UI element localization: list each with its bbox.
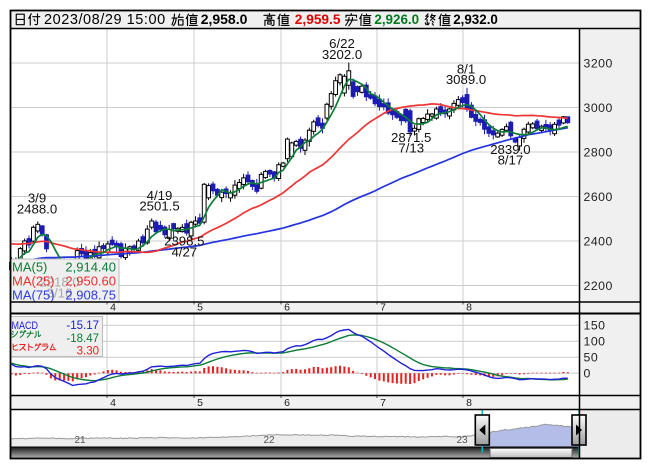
svg-text:2501.5: 2501.5 xyxy=(139,199,179,214)
svg-text:3/16: 3/16 xyxy=(47,285,73,300)
svg-text:5: 5 xyxy=(197,302,203,314)
svg-text:4/27: 4/27 xyxy=(171,244,197,259)
svg-text:2,914.40: 2,914.40 xyxy=(65,260,116,275)
svg-text:5: 5 xyxy=(197,397,203,409)
svg-text:-18.47: -18.47 xyxy=(66,333,99,345)
svg-text:8: 8 xyxy=(466,302,472,314)
svg-text:100: 100 xyxy=(584,335,606,349)
svg-text:6/22: 6/22 xyxy=(329,36,355,51)
svg-text:2218.0: 2218.0 xyxy=(39,275,79,290)
svg-text:2400: 2400 xyxy=(584,234,613,248)
svg-text:MA(75): MA(75) xyxy=(12,288,55,303)
svg-text:2,932.0: 2,932.0 xyxy=(453,12,498,27)
svg-text:0: 0 xyxy=(584,367,591,381)
svg-text:2,959.5: 2,959.5 xyxy=(295,12,341,27)
svg-text:150: 150 xyxy=(584,319,606,333)
svg-text:6: 6 xyxy=(284,302,290,314)
svg-text:3200: 3200 xyxy=(584,56,613,70)
svg-text:2800: 2800 xyxy=(584,145,613,159)
svg-text:MA(5): MA(5) xyxy=(12,260,47,275)
svg-text:4: 4 xyxy=(110,302,116,314)
svg-text:4: 4 xyxy=(110,397,116,409)
svg-text:7: 7 xyxy=(380,397,386,409)
svg-text:2600: 2600 xyxy=(584,190,613,204)
svg-text:50: 50 xyxy=(584,351,599,365)
svg-text:3089.0: 3089.0 xyxy=(446,72,486,87)
svg-text:2839.0: 2839.0 xyxy=(490,142,530,157)
svg-text:MA(25): MA(25) xyxy=(12,274,55,289)
svg-text:3.30: 3.30 xyxy=(77,346,99,358)
svg-text:2,908.75: 2,908.75 xyxy=(65,288,116,303)
svg-text:8: 8 xyxy=(466,397,472,409)
svg-text:3202.0: 3202.0 xyxy=(322,47,362,62)
svg-text:8/1: 8/1 xyxy=(457,61,475,76)
svg-text:2398.5: 2398.5 xyxy=(164,234,204,249)
svg-text:-15.17: -15.17 xyxy=(66,320,99,332)
svg-text:3/9: 3/9 xyxy=(28,191,46,206)
svg-text:MACD: MACD xyxy=(12,320,39,332)
svg-text:7/13: 7/13 xyxy=(398,141,424,156)
svg-text:23: 23 xyxy=(456,435,468,446)
svg-text:7: 7 xyxy=(380,302,386,314)
svg-text:6: 6 xyxy=(284,397,290,409)
svg-text:4/19: 4/19 xyxy=(147,188,173,203)
svg-text:2,926.0: 2,926.0 xyxy=(374,12,419,27)
svg-text:2200: 2200 xyxy=(584,279,613,293)
svg-text:8/17: 8/17 xyxy=(498,153,524,168)
svg-text:2023/08/29 15:00: 2023/08/29 15:00 xyxy=(44,12,166,28)
svg-text:22: 22 xyxy=(263,435,275,446)
svg-text:2871.5: 2871.5 xyxy=(391,130,431,145)
svg-text:2488.0: 2488.0 xyxy=(17,201,57,216)
svg-text:21: 21 xyxy=(74,435,86,446)
svg-text:2,958.0: 2,958.0 xyxy=(201,11,248,27)
svg-text:3000: 3000 xyxy=(584,101,613,115)
svg-text:2,950.60: 2,950.60 xyxy=(65,274,116,289)
